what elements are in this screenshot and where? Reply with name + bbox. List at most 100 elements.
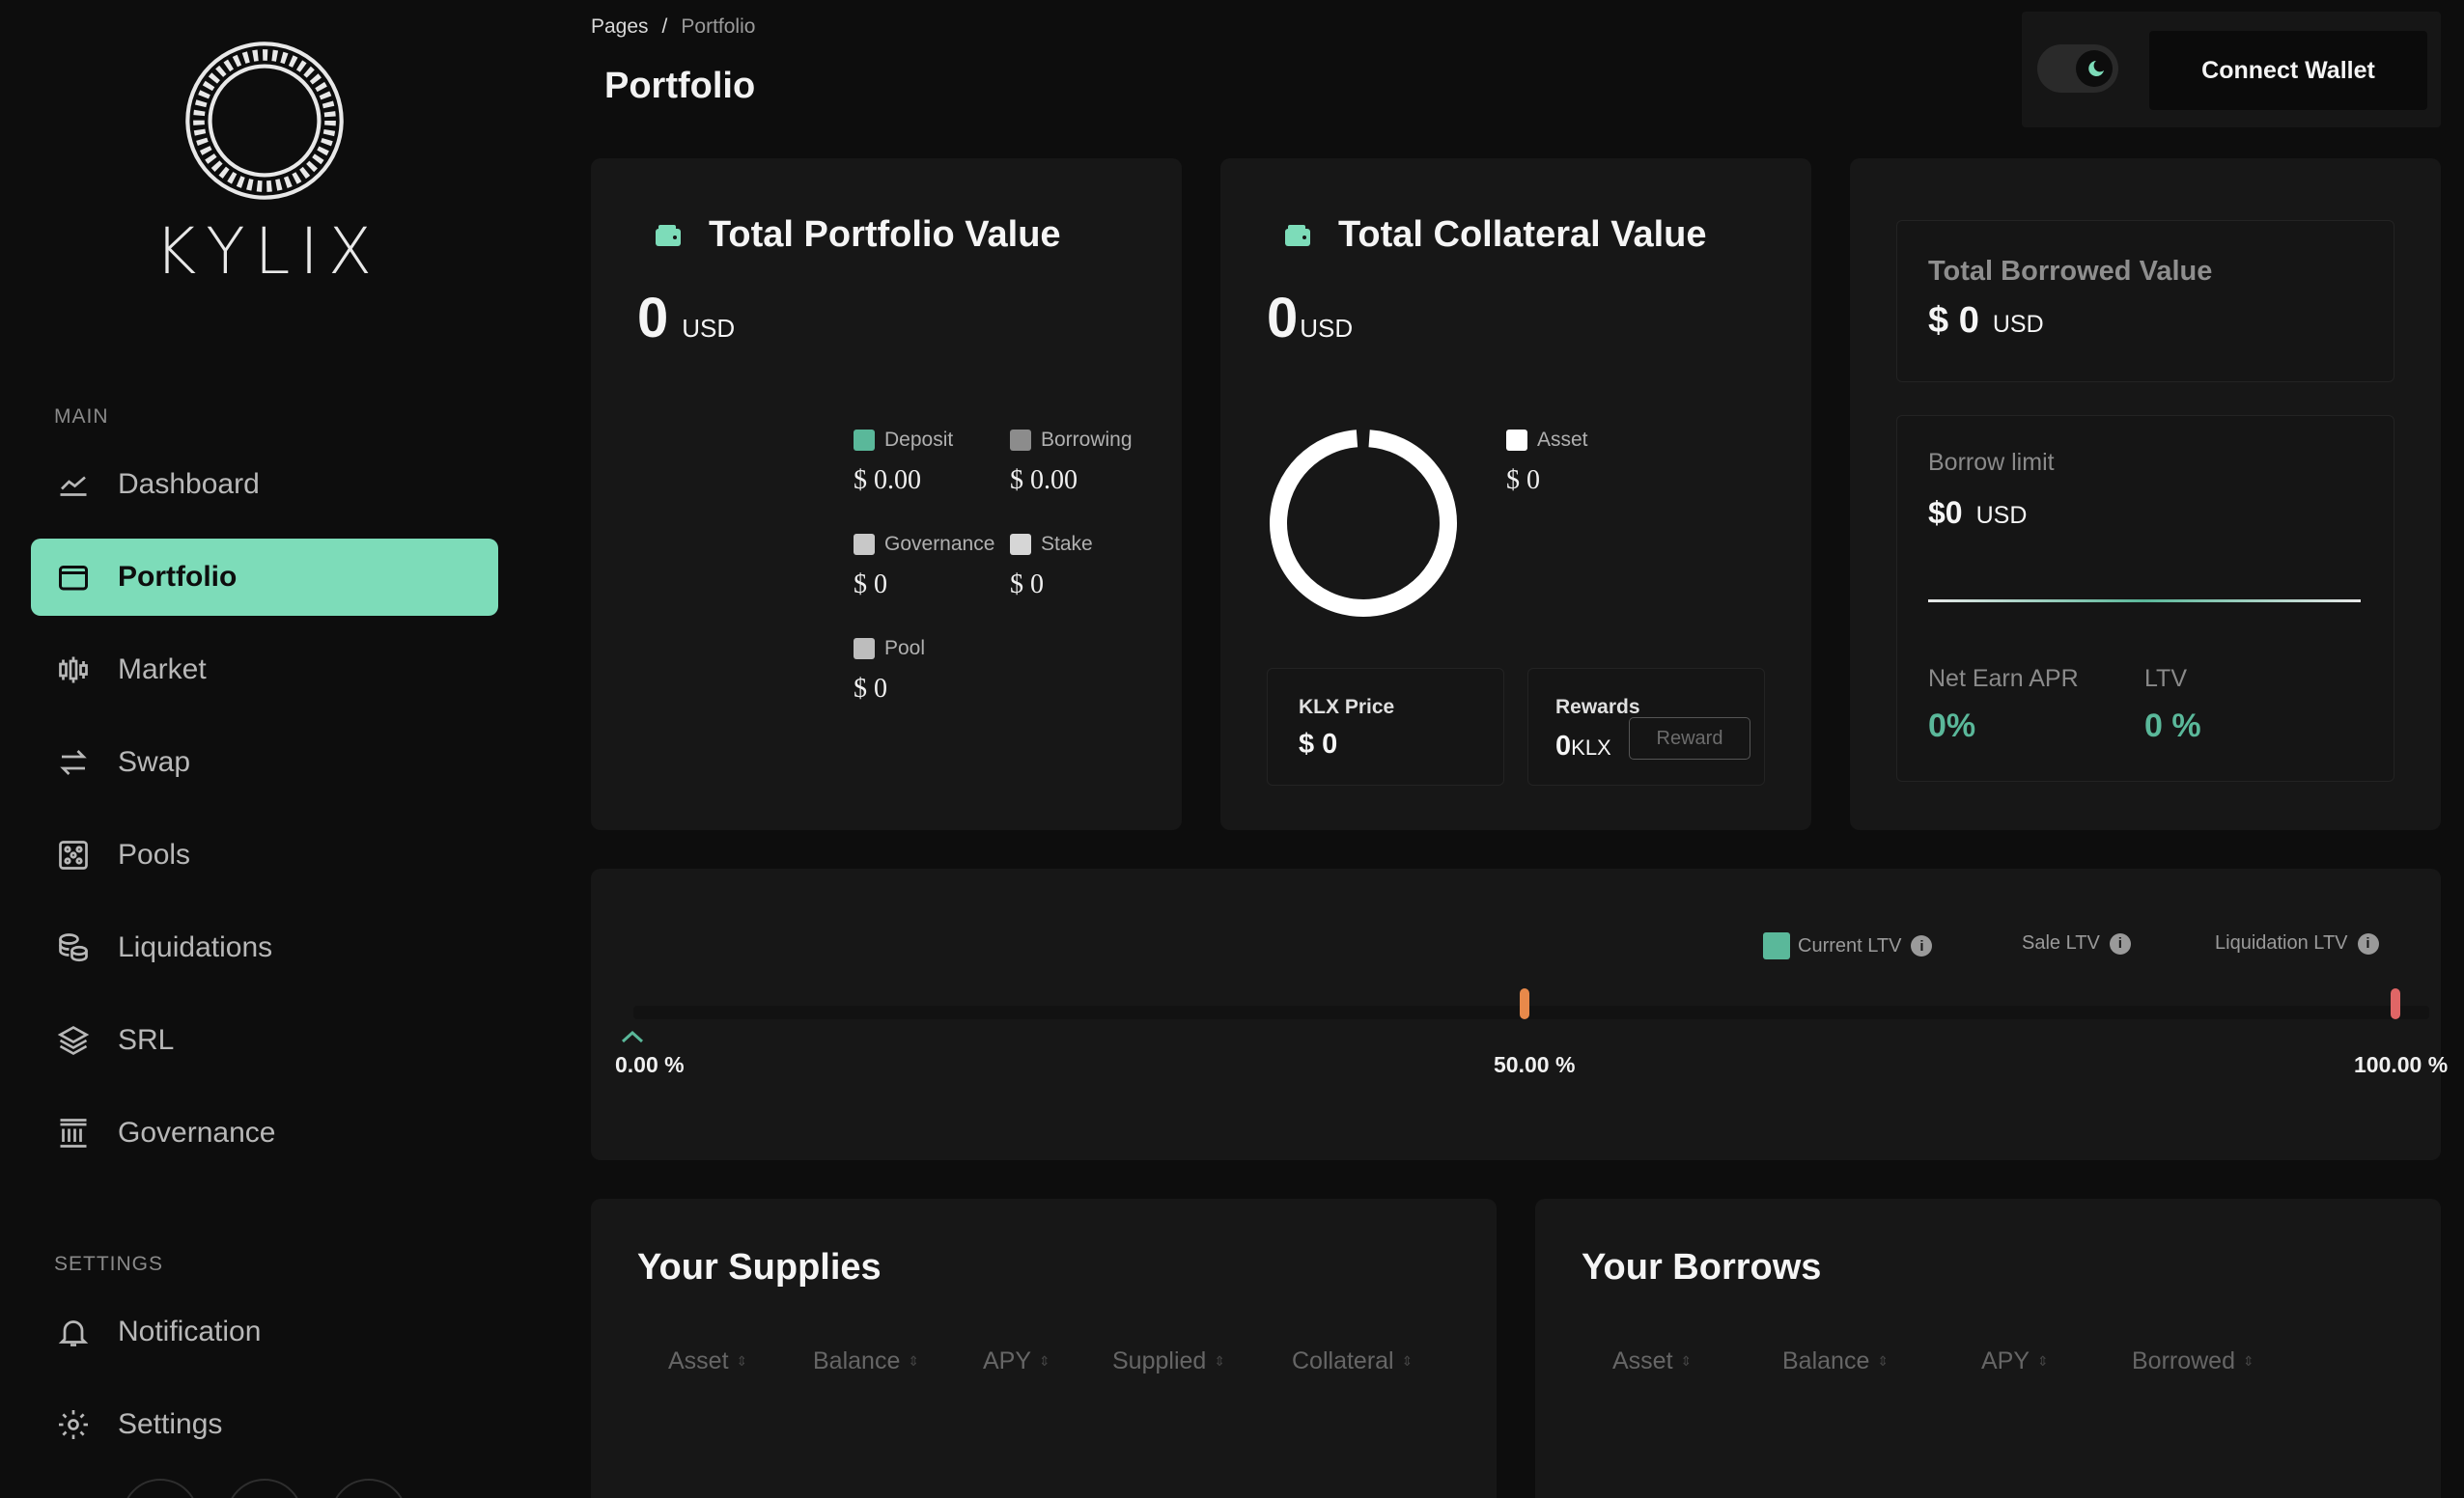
column-header[interactable]: Balance ⇕	[813, 1347, 919, 1375]
collateral-donut-chart	[1270, 430, 1457, 618]
column-header[interactable]: Borrowed ⇕	[2132, 1347, 2254, 1375]
column-header[interactable]: Collateral ⇕	[1292, 1347, 1413, 1375]
collateral-value: 0USD	[1267, 286, 1353, 350]
sidebar-item-srl[interactable]: SRL	[31, 1002, 498, 1079]
info-icon[interactable]: i	[1911, 935, 1933, 957]
sidebar: KYLIX MAIN Dashboard Portfolio Market Sw…	[0, 0, 541, 1498]
sidebar-item-liquidations[interactable]: Liquidations	[31, 909, 498, 986]
legend-label: Current LTV	[1798, 934, 1902, 957]
collateral-card: Total Collateral Value 0USD Asset $ 0 KL…	[1220, 158, 1811, 830]
sidebar-item-label: Portfolio	[118, 561, 238, 593]
portfolio-value: 0 USD	[637, 286, 735, 350]
header-actions: Connect Wallet	[2022, 12, 2441, 127]
legend-current-ltv: Current LTV i	[1763, 932, 1933, 959]
legend-label: Sale LTV	[2022, 932, 2100, 954]
portfolio-value-unit: USD	[682, 314, 736, 343]
legend-swatch	[1010, 430, 1031, 451]
column-header[interactable]: APY ⇕	[1981, 1347, 2049, 1375]
sidebar-item-swap[interactable]: Swap	[31, 724, 498, 801]
page-title: Portfolio	[604, 66, 756, 106]
column-header[interactable]: APY ⇕	[983, 1347, 1050, 1375]
theme-toggle[interactable]	[2037, 44, 2118, 93]
legend-label: Asset	[1537, 429, 1588, 451]
sidebar-item-label: Swap	[118, 746, 191, 778]
legend-label: Stake	[1041, 533, 1093, 555]
breadcrumb: Pages / Portfolio	[591, 15, 755, 39]
info-icon[interactable]: i	[2357, 932, 2379, 955]
sidebar-item-label: Notification	[118, 1316, 262, 1347]
legend-value: $ 0.00	[1010, 465, 1078, 495]
borrowed-amount: 0	[1958, 300, 1979, 341]
sidebar-item-notification[interactable]: Notification	[31, 1293, 498, 1371]
reward-button[interactable]: Reward	[1629, 717, 1750, 760]
liquidation-ltv-marker	[2391, 988, 2400, 1019]
sale-ltv-marker	[1520, 988, 1529, 1019]
sort-icon: ⇕	[1401, 1353, 1414, 1369]
legend-value: $ 0	[854, 674, 887, 704]
breadcrumb-current: Portfolio	[681, 15, 756, 38]
social-link-button[interactable]	[122, 1479, 199, 1498]
legend-label: Governance	[884, 533, 995, 555]
coins-icon	[54, 929, 93, 967]
supplies-card: Your Supplies Asset ⇕ Balance ⇕ APY ⇕ Suppl…	[591, 1199, 1497, 1498]
brand-logo-text: KYLIX	[154, 214, 382, 289]
sidebar-item-label: SRL	[118, 1024, 175, 1056]
borrow-limit-unit: USD	[1975, 502, 2028, 529]
column-header-label: APY	[1981, 1347, 2030, 1374]
legend-deposit: Deposit	[854, 429, 953, 452]
legend-stake: Stake	[1010, 533, 1093, 556]
chart-line-icon	[54, 465, 93, 504]
borrow-limit-progress-bar	[1928, 599, 2361, 602]
legend-sale-ltv: Sale LTV i	[2022, 932, 2131, 955]
legend-label: Liquidation LTV	[2215, 932, 2348, 954]
column-header[interactable]: Supplied ⇕	[1112, 1347, 1225, 1375]
sidebar-item-dashboard[interactable]: Dashboard	[31, 446, 498, 523]
sidebar-item-governance[interactable]: Governance	[31, 1095, 498, 1172]
ltv-tick-label: 100.00 %	[2354, 1052, 2449, 1077]
legend-swatch	[1763, 932, 1790, 959]
ltv-track	[633, 1006, 2429, 1019]
rewards-amount: 0	[1555, 731, 1572, 762]
legend-swatch	[854, 638, 875, 659]
legend-swatch	[1010, 534, 1031, 555]
column-header[interactable]: Balance ⇕	[1782, 1347, 1889, 1375]
collateral-card-title: Total Collateral Value	[1284, 214, 1707, 256]
borrowed-title: Total Borrowed Value	[1928, 256, 2213, 287]
column-header-label: Borrowed	[2132, 1347, 2235, 1374]
breadcrumb-separator: /	[661, 15, 668, 38]
sort-icon: ⇕	[1214, 1353, 1226, 1369]
column-header[interactable]: Asset ⇕	[1612, 1347, 1692, 1375]
portfolio-card-title: Total Portfolio Value	[655, 214, 1061, 256]
bell-icon	[54, 1313, 93, 1351]
sidebar-item-market[interactable]: Market	[31, 631, 498, 708]
sidebar-item-pools[interactable]: Pools	[31, 817, 498, 894]
legend-pool: Pool	[854, 637, 925, 660]
klx-price-box: KLX Price $ 0	[1267, 668, 1504, 786]
sidebar-item-portfolio[interactable]: Portfolio	[31, 539, 498, 616]
gear-icon	[54, 1405, 93, 1444]
sidebar-item-label: Settings	[118, 1408, 223, 1440]
ltv-label: LTV	[2144, 665, 2187, 692]
sidebar-item-settings[interactable]: Settings	[31, 1386, 498, 1463]
sidebar-item-label: Pools	[118, 839, 191, 871]
legend-value: $ 0	[1010, 569, 1044, 599]
ltv-tick-label: 50.00 %	[1494, 1052, 1576, 1077]
logo-greek-key-icon	[185, 42, 344, 200]
social-link-button[interactable]	[330, 1479, 407, 1498]
sort-icon: ⇕	[908, 1353, 920, 1369]
ltv-value: 0 %	[2144, 707, 2201, 744]
sort-icon: ⇕	[1877, 1353, 1890, 1369]
social-link-button[interactable]	[226, 1479, 303, 1498]
sort-icon: ⇕	[1039, 1353, 1050, 1369]
legend-swatch	[854, 430, 875, 451]
legend-swatch	[1506, 430, 1527, 451]
borrowed-value: $ 0 USD	[1928, 300, 2044, 342]
wallet-icon	[656, 224, 681, 246]
connect-wallet-button[interactable]: Connect Wallet	[2149, 31, 2427, 110]
info-icon[interactable]: i	[2109, 932, 2131, 955]
breadcrumb-root[interactable]: Pages	[591, 15, 649, 38]
rewards-label: Rewards	[1555, 696, 1640, 718]
column-header[interactable]: Asset ⇕	[668, 1347, 747, 1375]
legend-label: Deposit	[884, 429, 954, 451]
borrow-limit-box: Borrow limit $0 USD Net Earn APR 0% LTV 0…	[1896, 415, 2394, 782]
